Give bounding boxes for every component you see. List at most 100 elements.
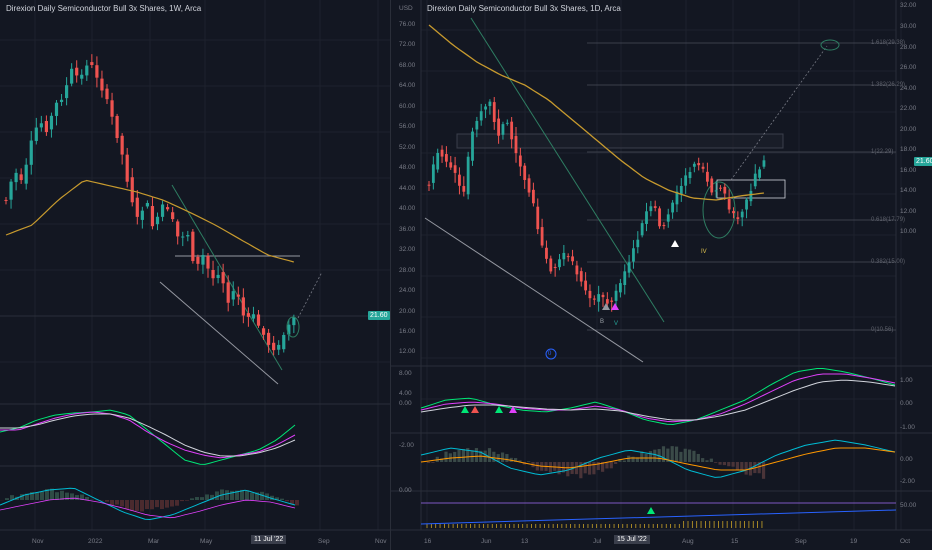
right-candle	[692, 163, 696, 167]
left-histogram-bar	[175, 500, 179, 506]
right-histogram-bar	[692, 450, 696, 462]
right-candle	[714, 190, 718, 192]
right-histogram-bar	[688, 449, 692, 462]
right-histogram-bar	[514, 458, 518, 462]
left-histogram-bar	[200, 497, 204, 500]
left-candle	[261, 328, 266, 335]
left-histogram-bar	[250, 492, 254, 500]
left-histogram-bar	[145, 500, 149, 510]
left-histogram-bar	[210, 494, 214, 500]
right-candle	[479, 111, 483, 121]
right-candle	[662, 225, 666, 227]
y-left-label: 52.00	[399, 144, 416, 151]
right-histogram-bar	[679, 451, 683, 462]
right-candle	[627, 262, 631, 273]
left-histogram-bar	[270, 495, 274, 500]
left-candle	[44, 121, 48, 133]
right-histogram-bar	[722, 462, 726, 466]
left-price-tag: 21.60	[368, 311, 390, 320]
y-left-label: 36.00	[399, 226, 416, 233]
left-histogram-bar	[45, 489, 49, 500]
right-candle	[640, 223, 644, 236]
left-histogram-bar	[125, 500, 129, 509]
right-histogram-bar	[527, 461, 531, 462]
left-candle	[115, 115, 119, 139]
right-candle	[584, 280, 587, 291]
zone-box	[456, 133, 784, 149]
left-histogram-bar	[230, 490, 234, 500]
channel-lower	[159, 281, 279, 385]
right-candle	[501, 124, 505, 135]
left-histogram-bar	[295, 500, 299, 506]
left-x-label-mar: Mar	[148, 538, 160, 545]
left-histogram-bar	[35, 492, 39, 500]
right-histogram-bar	[683, 448, 687, 462]
right-histogram-bar	[705, 460, 709, 462]
x-right-label: 13	[521, 538, 529, 545]
left-candle	[125, 154, 129, 182]
left-histogram-bar	[70, 493, 74, 500]
left-histogram-bar	[165, 500, 169, 508]
left-candle	[95, 65, 99, 78]
left-candle	[221, 272, 225, 284]
right-histogram-bar	[583, 462, 587, 474]
left-histogram-bar	[80, 494, 84, 500]
left-chart-canvas[interactable]	[0, 0, 390, 550]
right-moving-average	[428, 24, 764, 201]
left-candle	[211, 270, 215, 279]
left-candle	[176, 221, 180, 237]
x-right-label: Aug	[682, 538, 694, 545]
y-left-label: 68.00	[399, 62, 416, 69]
wave-label-v: V	[614, 321, 619, 327]
right-histogram-bar	[740, 462, 744, 471]
right-candle	[514, 136, 518, 154]
right-candle	[649, 206, 653, 212]
right-histogram-bar	[666, 448, 670, 462]
right-histogram-bar	[635, 457, 639, 462]
left-candle	[150, 206, 155, 227]
right-candle	[610, 300, 614, 302]
x-right-label: 16	[424, 538, 432, 545]
highlight-ellipse	[286, 316, 300, 338]
projection-line	[297, 271, 323, 319]
right-date-tag: 15 Jul '22	[614, 535, 650, 544]
left-candle	[231, 291, 235, 300]
y-right-label: 12.00	[900, 208, 917, 215]
right-candle	[710, 178, 714, 193]
right-histogram-bar	[492, 451, 496, 462]
right-candle	[545, 247, 548, 259]
left-candle	[140, 210, 144, 220]
circled-wave-marker	[545, 348, 557, 360]
fib-label: 0(10.56)	[871, 327, 894, 333]
right-histogram-bar	[727, 462, 731, 467]
y-left-label: 20.00	[399, 308, 416, 315]
left-histogram-bar	[240, 489, 244, 500]
left-candle	[226, 282, 230, 303]
wave-label-circled: 0	[548, 351, 552, 357]
fib-label: 0.382(15.00)	[871, 259, 906, 265]
left-candle	[267, 332, 271, 345]
left-moving-average	[5, 179, 294, 263]
right-chart-canvas[interactable]	[391, 0, 932, 550]
target-ellipse	[820, 39, 840, 51]
left-histogram-bar	[180, 500, 184, 502]
right-histogram-bar	[427, 462, 431, 464]
left-histogram-bar	[85, 496, 89, 500]
right-histogram-bar	[614, 462, 618, 465]
right-histogram-bar	[457, 449, 461, 462]
right-histogram-bar	[709, 458, 713, 462]
right-histogram-bar	[735, 462, 740, 470]
left-histogram-bar	[10, 495, 14, 500]
right-histogram-bar	[627, 455, 631, 462]
y-left-label: 28.00	[399, 267, 416, 274]
left-histogram-bar	[255, 492, 259, 500]
left-candle	[272, 342, 276, 351]
left-histogram-bar	[75, 495, 79, 500]
left-candle	[191, 231, 195, 262]
left-candle	[160, 204, 165, 217]
right-chart-pane[interactable]: Direxion Daily Semiconductor Bull 3x Sha…	[391, 0, 932, 550]
left-histogram-bar	[50, 488, 54, 500]
left-chart-pane[interactable]: Direxion Daily Semiconductor Bull 3x Sha…	[0, 0, 390, 550]
pane-separator[interactable]	[390, 0, 391, 550]
left-candle	[256, 314, 261, 326]
